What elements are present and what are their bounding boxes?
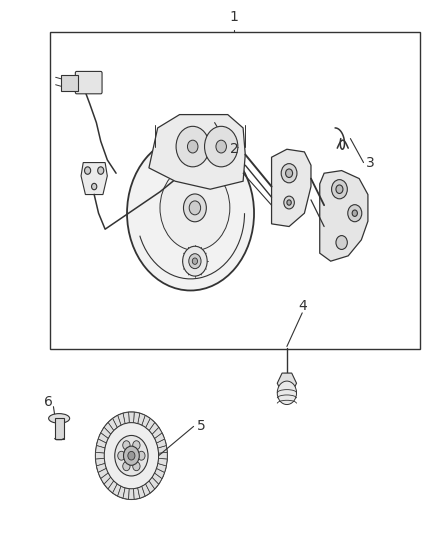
Circle shape	[332, 180, 347, 199]
Circle shape	[281, 164, 297, 183]
Text: 2: 2	[230, 142, 239, 156]
Bar	[61, 75, 78, 91]
Polygon shape	[155, 469, 165, 479]
Circle shape	[128, 451, 135, 460]
Polygon shape	[149, 115, 245, 189]
Polygon shape	[101, 473, 111, 484]
Circle shape	[205, 126, 238, 167]
Polygon shape	[81, 163, 107, 195]
Circle shape	[189, 254, 201, 269]
Polygon shape	[149, 477, 159, 489]
Polygon shape	[138, 413, 145, 425]
Polygon shape	[113, 415, 121, 427]
Polygon shape	[96, 463, 106, 472]
Text: 5: 5	[197, 419, 206, 433]
Bar	[50, 32, 420, 349]
Circle shape	[192, 258, 198, 264]
Bar	[55, 418, 64, 439]
Circle shape	[352, 210, 357, 216]
Text: 1: 1	[230, 10, 239, 24]
Polygon shape	[98, 433, 108, 443]
Polygon shape	[129, 412, 134, 423]
Circle shape	[277, 381, 297, 405]
Polygon shape	[149, 423, 159, 434]
FancyBboxPatch shape	[75, 71, 102, 94]
Polygon shape	[118, 413, 125, 425]
Polygon shape	[142, 415, 150, 427]
Polygon shape	[95, 458, 105, 466]
Polygon shape	[156, 439, 166, 448]
Polygon shape	[158, 446, 167, 453]
Text: 4: 4	[298, 300, 307, 313]
Polygon shape	[320, 171, 368, 261]
Circle shape	[183, 246, 207, 276]
Polygon shape	[152, 427, 162, 439]
Circle shape	[184, 194, 206, 222]
Polygon shape	[95, 446, 105, 453]
Polygon shape	[145, 418, 155, 431]
Polygon shape	[152, 473, 162, 484]
Ellipse shape	[49, 414, 70, 423]
Polygon shape	[98, 469, 108, 479]
Circle shape	[95, 412, 167, 499]
Polygon shape	[134, 412, 140, 424]
Circle shape	[336, 185, 343, 193]
Circle shape	[123, 462, 130, 471]
Circle shape	[98, 167, 104, 174]
Text: 6: 6	[44, 395, 53, 409]
Polygon shape	[118, 486, 125, 498]
Circle shape	[160, 165, 230, 251]
Circle shape	[124, 446, 139, 465]
Polygon shape	[101, 427, 111, 439]
Polygon shape	[142, 484, 150, 496]
Circle shape	[287, 200, 291, 205]
Polygon shape	[145, 481, 155, 493]
Polygon shape	[123, 412, 129, 424]
Circle shape	[133, 441, 140, 450]
Polygon shape	[138, 486, 145, 498]
Circle shape	[336, 236, 347, 249]
Polygon shape	[95, 453, 104, 459]
Polygon shape	[104, 423, 114, 434]
Polygon shape	[108, 418, 117, 431]
Polygon shape	[155, 433, 165, 443]
Circle shape	[127, 136, 254, 290]
Polygon shape	[113, 484, 121, 496]
Circle shape	[104, 423, 159, 489]
Polygon shape	[96, 439, 106, 448]
Circle shape	[138, 451, 145, 460]
Circle shape	[216, 140, 226, 153]
Circle shape	[284, 196, 294, 209]
Polygon shape	[104, 477, 114, 489]
Circle shape	[123, 441, 130, 450]
Circle shape	[92, 183, 97, 190]
Circle shape	[286, 169, 293, 177]
Polygon shape	[134, 488, 140, 499]
Polygon shape	[108, 481, 117, 493]
Circle shape	[348, 205, 362, 222]
Circle shape	[176, 126, 209, 167]
Polygon shape	[272, 149, 311, 227]
Polygon shape	[159, 453, 167, 459]
Polygon shape	[158, 458, 167, 466]
Text: 3: 3	[366, 156, 374, 169]
Circle shape	[85, 167, 91, 174]
Polygon shape	[129, 489, 134, 499]
Polygon shape	[123, 488, 129, 499]
Circle shape	[187, 140, 198, 153]
Circle shape	[115, 435, 148, 476]
Circle shape	[133, 462, 140, 471]
Polygon shape	[156, 463, 166, 472]
Circle shape	[189, 201, 201, 215]
Circle shape	[118, 451, 125, 460]
